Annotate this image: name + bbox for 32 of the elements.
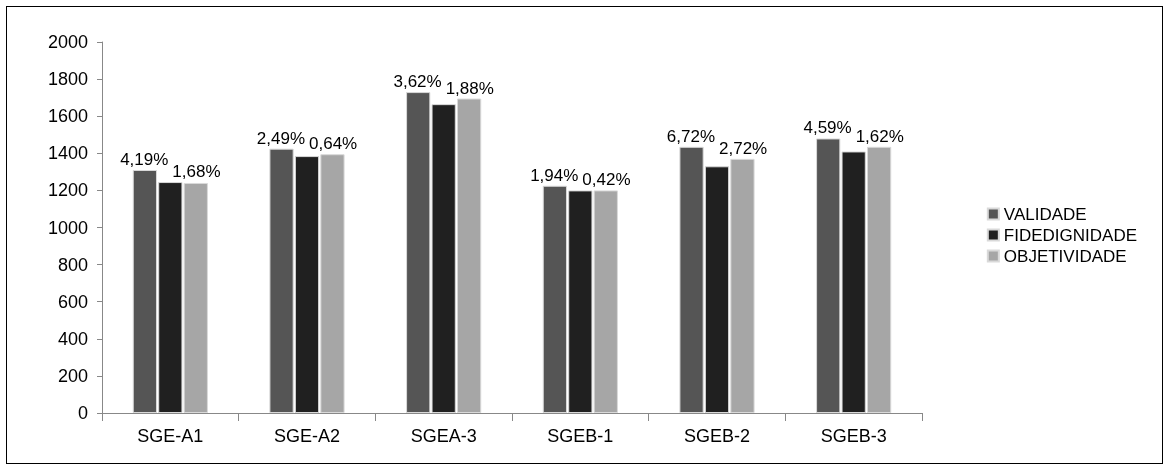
x-tick-label: SGEB-1	[547, 426, 614, 446]
y-tick-label: 1200	[47, 180, 88, 201]
annotation: 1,88%	[445, 78, 494, 98]
legend-label: FIDEDIGNIDADE	[1003, 225, 1138, 245]
y-tick-label: 1600	[47, 106, 88, 127]
annotation: 2,49%	[256, 128, 305, 148]
annotation: 1,94%	[530, 165, 579, 185]
annotation: 4,19%	[120, 149, 169, 169]
y-tick-label: 600	[57, 291, 88, 312]
y-tick-label: 800	[57, 254, 88, 275]
annotation: 1,62%	[855, 126, 904, 146]
annotation: 0,64%	[309, 134, 358, 154]
y-tick-label: 1800	[47, 69, 88, 90]
x-tick-label: SGE-A1	[137, 426, 204, 446]
annotation: 2,72%	[719, 138, 768, 158]
annotation: 1,68%	[172, 162, 221, 182]
x-tick-label: SGEA-3	[410, 426, 477, 446]
y-tick-label: 2000	[47, 32, 88, 52]
y-tick-label: 200	[57, 365, 88, 386]
x-tick-label: SGE-A2	[273, 426, 341, 446]
y-tick-label: 1400	[47, 143, 88, 164]
x-tick-label: SGEB-3	[820, 426, 887, 446]
y-tick-label: 0	[77, 403, 88, 423]
y-tick-label: 400	[57, 328, 88, 349]
x-tick-label: SGEB-2	[683, 426, 751, 446]
legend-label: VALIDADE	[1003, 204, 1087, 224]
annotation: 0,42%	[582, 170, 631, 190]
annotation: 4,59%	[803, 118, 852, 138]
y-tick-label: 1000	[47, 217, 88, 238]
annotation: 6,72%	[666, 126, 715, 146]
legend-label: OBJETIVIDADE	[1003, 246, 1127, 266]
annotation: 3,62%	[393, 72, 442, 92]
